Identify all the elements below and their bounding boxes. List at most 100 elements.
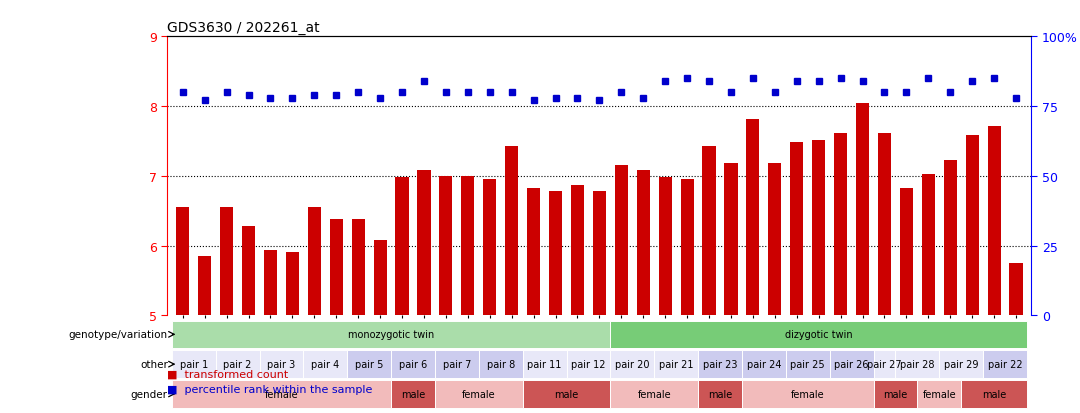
Bar (966, 136, 978, 316)
Bar (172, 321, 610, 348)
Bar (637, 171, 650, 316)
Bar (610, 321, 1027, 348)
Text: pair 4: pair 4 (311, 359, 339, 369)
Bar (654, 351, 698, 378)
Bar (523, 351, 567, 378)
Text: female: female (265, 389, 298, 399)
Bar (921, 175, 935, 316)
Text: pair 7: pair 7 (443, 359, 471, 369)
Bar (895, 351, 940, 378)
Bar (329, 219, 342, 316)
Bar (567, 351, 610, 378)
Bar (961, 380, 1027, 408)
Text: ■  transformed count: ■ transformed count (167, 369, 288, 379)
Bar (571, 185, 584, 316)
Bar (216, 351, 259, 378)
Bar (987, 126, 1001, 316)
Bar (659, 178, 672, 316)
Bar (834, 133, 847, 316)
Bar (680, 180, 693, 316)
Bar (417, 171, 431, 316)
Bar (435, 351, 478, 378)
Bar (768, 164, 782, 316)
Text: pair 28: pair 28 (900, 359, 934, 369)
Text: female: female (791, 389, 824, 399)
Bar (1010, 263, 1023, 316)
Bar (593, 192, 606, 316)
Text: pair 27: pair 27 (867, 359, 902, 369)
Text: pair 24: pair 24 (746, 359, 781, 369)
Text: pair 1: pair 1 (179, 359, 207, 369)
Text: pair 11: pair 11 (527, 359, 562, 369)
Bar (527, 189, 540, 316)
Bar (791, 143, 804, 316)
Bar (505, 147, 518, 316)
Bar (917, 380, 961, 408)
Text: dizygotic twin: dizygotic twin (785, 330, 852, 339)
Text: male: male (982, 389, 1007, 399)
Bar (523, 380, 610, 408)
Text: pair 20: pair 20 (615, 359, 649, 369)
Bar (610, 351, 654, 378)
Bar (725, 164, 738, 316)
Bar (440, 176, 453, 316)
Text: male: male (883, 389, 907, 399)
Bar (242, 226, 255, 316)
Text: pair 8: pair 8 (487, 359, 515, 369)
Text: pair 21: pair 21 (659, 359, 693, 369)
Text: female: female (637, 389, 671, 399)
Text: pair 23: pair 23 (703, 359, 738, 369)
Text: monozygotic twin: monozygotic twin (348, 330, 434, 339)
Text: male: male (401, 389, 426, 399)
Bar (742, 380, 874, 408)
Bar (172, 380, 391, 408)
Bar (549, 192, 562, 316)
Bar (746, 119, 759, 316)
Bar (435, 380, 523, 408)
Bar (303, 351, 347, 378)
Text: female: female (462, 389, 496, 399)
Text: pair 6: pair 6 (399, 359, 427, 369)
Text: pair 22: pair 22 (988, 359, 1023, 369)
Text: female: female (922, 389, 956, 399)
Bar (374, 240, 387, 316)
Text: male: male (554, 389, 579, 399)
Bar (786, 351, 829, 378)
Bar (308, 208, 321, 316)
Text: male: male (707, 389, 732, 399)
Text: other: other (140, 359, 167, 369)
Text: pair 2: pair 2 (224, 359, 252, 369)
Text: pair 5: pair 5 (355, 359, 383, 369)
Bar (615, 166, 627, 316)
Text: gender: gender (131, 389, 167, 399)
Bar (874, 351, 895, 378)
Bar (172, 351, 216, 378)
Bar (983, 351, 1027, 378)
Text: pair 3: pair 3 (268, 359, 296, 369)
Bar (874, 380, 917, 408)
Bar (176, 208, 189, 316)
Text: genotype/variation: genotype/variation (69, 330, 167, 339)
Bar (352, 219, 365, 316)
Bar (878, 133, 891, 316)
Bar (829, 351, 874, 378)
Bar (259, 351, 303, 378)
Bar (198, 256, 212, 316)
Bar (610, 380, 698, 408)
Text: pair 26: pair 26 (835, 359, 868, 369)
Bar (264, 251, 278, 316)
Bar (940, 351, 983, 378)
Bar (944, 161, 957, 316)
Bar (220, 208, 233, 316)
Bar (391, 380, 435, 408)
Bar (391, 351, 435, 378)
Text: ■  percentile rank within the sample: ■ percentile rank within the sample (167, 385, 373, 394)
Bar (698, 380, 742, 408)
Bar (702, 147, 716, 316)
Text: pair 12: pair 12 (571, 359, 606, 369)
Bar (395, 178, 408, 316)
Bar (483, 180, 497, 316)
Bar (698, 351, 742, 378)
Bar (742, 351, 786, 378)
Bar (347, 351, 391, 378)
